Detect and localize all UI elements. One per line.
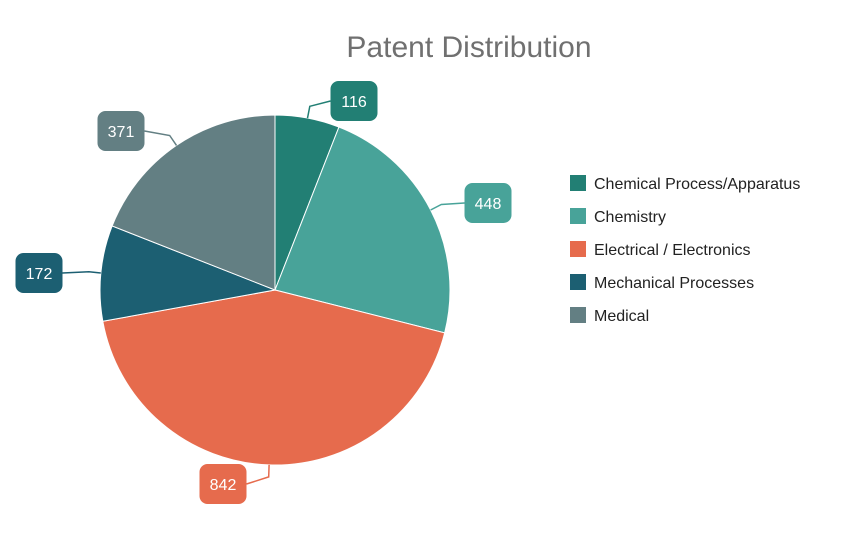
data-label-chemistry: 448 [475, 196, 502, 213]
leader-line-medical [144, 130, 178, 146]
data-label-mechanical-processes: 172 [26, 266, 53, 283]
leader-line-chemical-process-apparatus [306, 100, 331, 119]
slice-chemistry[interactable] [274, 126, 451, 334]
legend-swatch-mechanical-processes [570, 274, 586, 290]
legend-label-medical[interactable]: Medical [594, 308, 649, 325]
data-label-electrical-electronics: 842 [210, 477, 237, 494]
slice-mechanical-processes[interactable] [99, 225, 277, 322]
legend-label-mechanical-processes[interactable]: Mechanical Processes [594, 275, 754, 292]
slice-medical[interactable] [111, 114, 276, 291]
leader-line-chemistry [430, 202, 465, 211]
legend-swatch-chemistry [570, 208, 586, 224]
data-label-chemical-process-apparatus: 116 [341, 94, 367, 111]
data-label-box-chemical-process-apparatus [330, 81, 378, 121]
data-label-box-electrical-electronics [199, 464, 247, 504]
legend-label-electrical-electronics[interactable]: Electrical / Electronics [594, 242, 751, 259]
slice-electrical-electronics[interactable] [102, 289, 446, 466]
legend-label-chemistry[interactable]: Chemistry [594, 209, 666, 226]
pie-slices [99, 114, 451, 466]
leader-line-electrical-electronics [246, 464, 270, 485]
legend-swatch-chemical-process-apparatus [570, 175, 586, 191]
legend-swatch-medical [570, 307, 586, 323]
legend-swatch-electrical-electronics [570, 241, 586, 257]
data-labels: 116 448 842 172 371 [15, 81, 512, 504]
legend: Chemical Process/Apparatus Chemistry Elect… [570, 175, 800, 325]
data-label-medical: 371 [108, 124, 135, 141]
data-label-box-chemistry [464, 183, 512, 223]
chart-title: Patent Distribution [346, 31, 591, 64]
data-label-box-medical [97, 111, 145, 151]
legend-label-chemical-process-apparatus[interactable]: Chemical Process/Apparatus [594, 176, 800, 193]
leader-line-mechanical-processes [62, 271, 101, 274]
data-label-box-mechanical-processes [15, 253, 63, 293]
